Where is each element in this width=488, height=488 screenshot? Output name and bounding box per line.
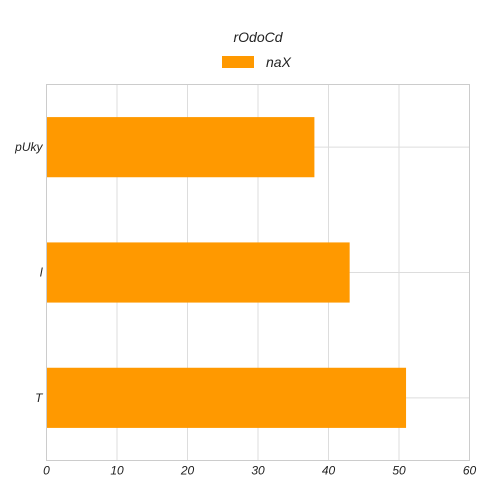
x-tick-label: 50 <box>392 464 406 478</box>
y-category-label: T <box>35 391 44 405</box>
x-tick-label: 10 <box>110 464 124 478</box>
y-category-label: l <box>40 266 43 280</box>
x-tick-label: 30 <box>251 464 265 478</box>
y-category-label: pUky <box>14 140 43 154</box>
legend: naX <box>222 54 292 70</box>
bar-l <box>47 242 350 302</box>
y-axis-labels: pUky l T <box>14 140 44 405</box>
chart-title: rOdoCd <box>233 29 283 45</box>
x-tick-label: 40 <box>322 464 336 478</box>
bar-puky <box>47 117 315 177</box>
x-axis-ticks: 0 10 20 30 40 50 60 <box>43 464 476 478</box>
legend-label: naX <box>266 54 292 70</box>
legend-swatch <box>222 56 254 68</box>
bar-t <box>47 368 407 428</box>
x-tick-label: 60 <box>463 464 477 478</box>
x-tick-label: 0 <box>43 464 50 478</box>
x-tick-label: 20 <box>180 464 195 478</box>
